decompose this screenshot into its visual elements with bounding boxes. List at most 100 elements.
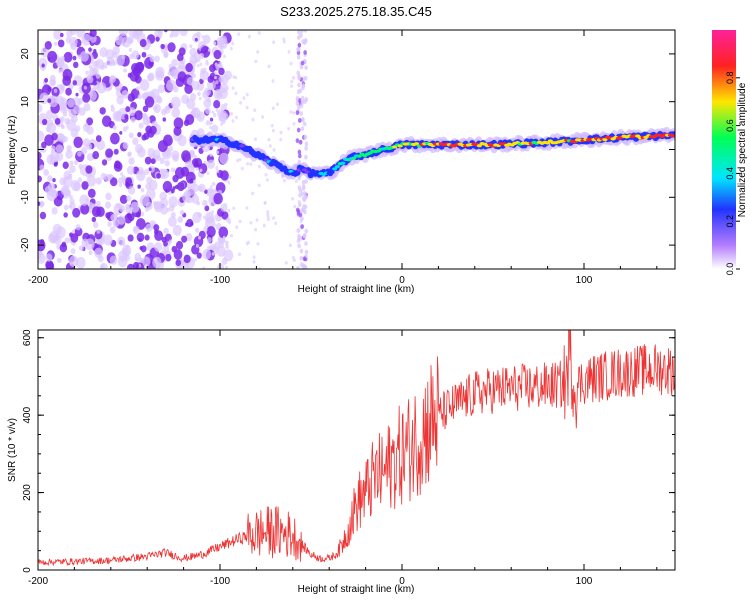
noise-blob (88, 64, 93, 70)
noise-blob (66, 145, 72, 152)
noise-blob (166, 79, 176, 92)
noise-blob (47, 175, 53, 182)
noise-blob (196, 252, 202, 259)
noise-blob (298, 139, 303, 145)
noise-blob (128, 48, 133, 53)
noise-blob (62, 68, 73, 81)
noise-blob (96, 229, 101, 234)
noise-blob (134, 61, 145, 74)
noise-blob (75, 256, 86, 269)
noise-blob (304, 65, 308, 71)
noise-blob (228, 175, 232, 179)
noise-blob (86, 117, 94, 126)
noise-blob (257, 266, 261, 269)
noise-blob (189, 93, 197, 101)
noise-blob (73, 181, 81, 192)
noise-blob (41, 63, 45, 68)
noise-blob (110, 104, 114, 108)
noise-blob (127, 234, 134, 242)
noise-blob (213, 223, 217, 227)
noise-blob (136, 169, 146, 182)
noise-blob (56, 257, 62, 264)
noise-blob (271, 128, 275, 133)
noise-blob (296, 54, 301, 60)
ridge-mark (602, 138, 608, 142)
noise-blob (266, 214, 270, 219)
noise-blob (105, 192, 112, 201)
noise-blob (52, 223, 62, 235)
spectrogram-y-label: Frequency (Hz) (7, 116, 18, 185)
noise-blob (190, 221, 194, 226)
noise-blob (110, 106, 116, 113)
noise-blob (62, 161, 69, 170)
noise-blob (104, 201, 111, 209)
noise-blob (173, 117, 184, 129)
noise-blob (38, 201, 41, 207)
noise-blob (63, 204, 69, 211)
noise-blob (254, 59, 258, 64)
y-tick-label: 400 (22, 406, 33, 423)
noise-blob (119, 130, 123, 135)
noise-blob (95, 200, 101, 207)
noise-blob (143, 132, 150, 140)
noise-blob (80, 146, 88, 155)
ridge-mark (329, 170, 335, 174)
noise-blob (245, 206, 249, 210)
noise-blob (162, 180, 173, 193)
noise-blob (64, 237, 70, 244)
noise-blob (299, 262, 304, 268)
noise-blob (41, 141, 47, 149)
noise-blob (125, 203, 131, 210)
noise-blob (87, 188, 96, 198)
colorbar-tick-label: 0.8 (725, 72, 735, 85)
noise-blob (68, 108, 77, 119)
noise-blob (247, 34, 251, 39)
noise-blob (54, 118, 61, 125)
snr-x-axis: -200 -100 0 100 (28, 330, 658, 587)
noise-blob (196, 63, 200, 68)
noise-blob (261, 115, 265, 119)
noise-blob (217, 263, 225, 269)
noise-blob (225, 265, 229, 269)
noise-blob (146, 118, 151, 124)
noise-blob (206, 192, 210, 197)
noise-blob (179, 209, 185, 215)
noise-blob (298, 187, 303, 193)
noise-blob (213, 193, 223, 205)
noise-blob (121, 241, 126, 247)
noise-blob (213, 75, 217, 80)
x-tick-label: -100 (210, 576, 230, 587)
ridge-mark (334, 164, 340, 169)
y-tick-label: 600 (22, 329, 33, 346)
noise-blob (152, 256, 162, 269)
noise-blob (197, 91, 201, 97)
noise-blob (125, 106, 131, 113)
noise-blob (83, 33, 91, 43)
noise-blob (43, 169, 50, 177)
noise-blob (128, 157, 135, 165)
colorbar: 0.0 0.2 0.4 0.6 0.8 Normalized spectral ampl… (712, 30, 748, 275)
noise-blob (304, 141, 309, 147)
noise-blob (163, 240, 168, 247)
noise-blob (282, 178, 286, 183)
noise-blob (65, 36, 72, 44)
noise-blob (63, 51, 73, 63)
noise-blob (177, 135, 187, 147)
noise-blob (249, 220, 253, 225)
noise-blob (164, 160, 170, 167)
noise-blob (218, 226, 229, 239)
colorbar-gradient (712, 30, 736, 269)
noise-blob (207, 159, 215, 169)
noise-blob (295, 101, 300, 106)
noise-blob (96, 81, 107, 94)
noise-blob (295, 138, 300, 144)
noise-blob (302, 233, 307, 239)
noise-blob (212, 181, 216, 186)
noise-blob (297, 42, 302, 48)
noise-blob (253, 108, 257, 113)
noise-blob (38, 175, 42, 183)
noise-blob (177, 71, 187, 82)
noise-blob (221, 119, 226, 125)
noise-blob (69, 194, 73, 200)
noise-blob (155, 36, 160, 42)
